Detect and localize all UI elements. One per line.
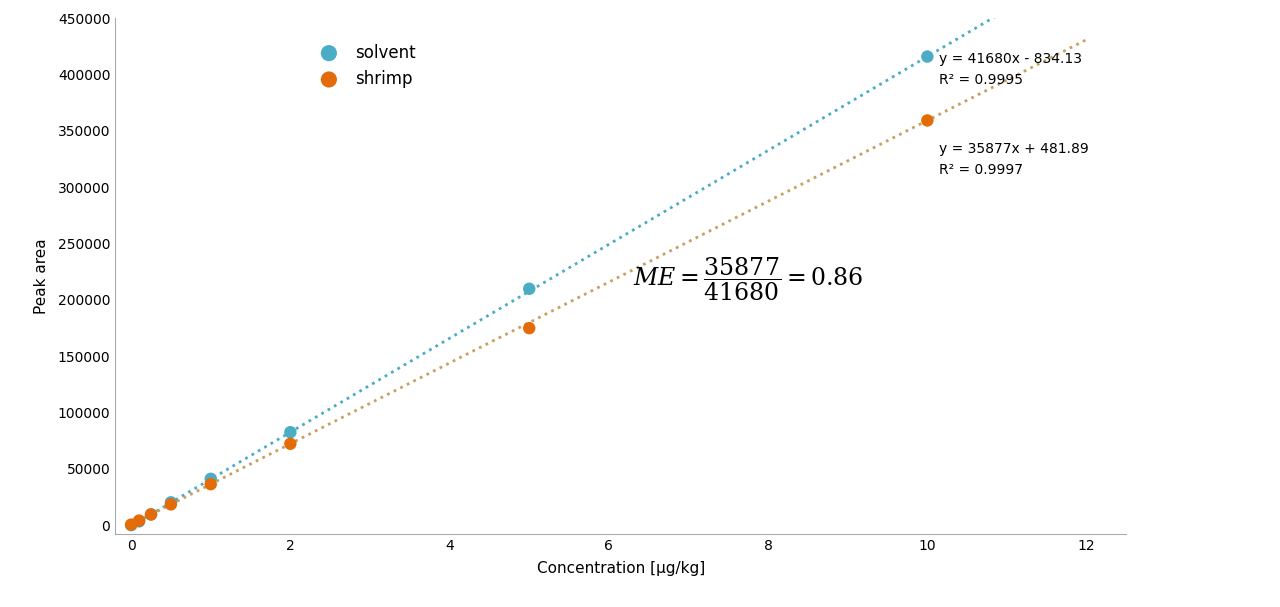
shrimp — [201, 480, 221, 489]
solvent — [280, 427, 301, 437]
solvent — [161, 498, 182, 507]
Text: $\mathit{ME} = \dfrac{35877}{41680} = 0.86$: $\mathit{ME} = \dfrac{35877}{41680} = 0.… — [632, 256, 863, 304]
shrimp — [280, 439, 301, 449]
solvent — [518, 284, 539, 294]
shrimp — [141, 510, 161, 520]
Legend: solvent, shrimp: solvent, shrimp — [306, 37, 422, 95]
solvent — [141, 509, 161, 519]
solvent — [120, 520, 141, 530]
shrimp — [161, 500, 182, 509]
solvent — [916, 52, 937, 61]
X-axis label: Concentration [µg/kg]: Concentration [µg/kg] — [536, 561, 705, 577]
Text: y = 41680x - 834.13
R² = 0.9995: y = 41680x - 834.13 R² = 0.9995 — [940, 52, 1083, 87]
shrimp — [120, 520, 141, 529]
shrimp — [518, 324, 539, 333]
Text: y = 35877x + 481.89
R² = 0.9997: y = 35877x + 481.89 R² = 0.9997 — [940, 142, 1089, 177]
shrimp — [129, 516, 150, 526]
shrimp — [916, 115, 937, 125]
solvent — [201, 474, 221, 484]
Y-axis label: Peak area: Peak area — [35, 239, 50, 314]
solvent — [129, 517, 150, 526]
